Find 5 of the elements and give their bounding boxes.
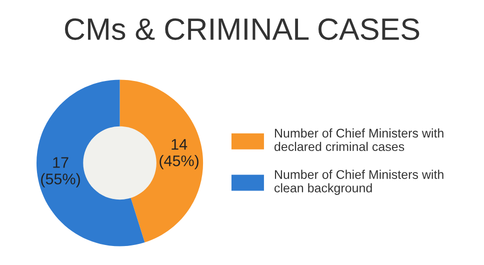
legend-label: Number of Chief Ministers with clean background bbox=[274, 170, 444, 195]
chart-title: CMs & CRIMINAL CASES bbox=[65, 18, 420, 40]
data-label: 17 (55%) bbox=[41, 157, 80, 188]
data-label: 14 (45%) bbox=[160, 139, 198, 170]
legend-label: Number of Chief Ministers with declared criminal cases bbox=[274, 128, 444, 152]
